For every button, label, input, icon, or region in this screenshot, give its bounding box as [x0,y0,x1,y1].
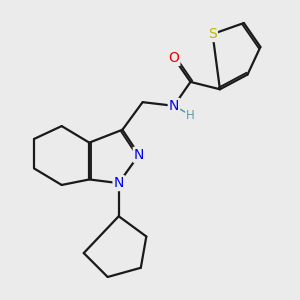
Text: N: N [113,176,124,190]
Text: S: S [208,27,217,41]
Text: N: N [134,148,144,162]
Text: N: N [169,99,179,113]
Text: H: H [186,109,195,122]
Text: O: O [169,51,179,65]
